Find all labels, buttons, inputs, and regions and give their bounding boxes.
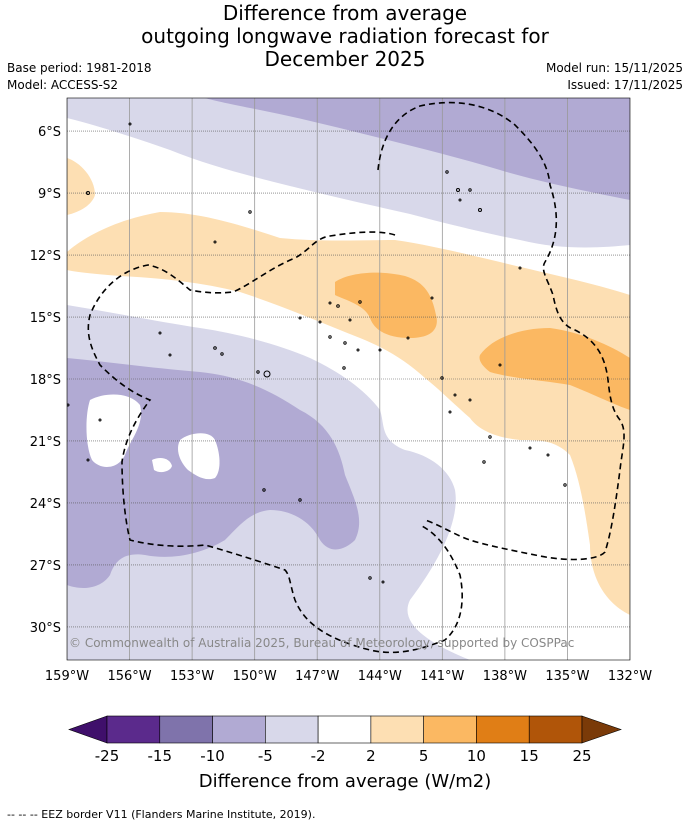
colorbar-tick-label: 5	[419, 747, 429, 765]
lon-tick-label: 135°W	[545, 669, 589, 684]
region-pos-mid-2	[479, 328, 630, 410]
base-period: Base period: 1981-2018	[7, 61, 152, 75]
colorbar-tick-label: 10	[467, 747, 486, 765]
region-neg-mid-north	[205, 98, 630, 200]
colorbar-tick-label: -5	[258, 747, 273, 765]
colorbar-tick-label: -15	[148, 747, 173, 765]
region-neutral-hole-3	[152, 458, 172, 473]
meta-right: Model run: 15/11/2025 Issued: 17/11/2025	[546, 60, 683, 94]
colorbar-segment	[106, 715, 161, 744]
lat-tick-label: 30°S	[30, 621, 61, 636]
lat-tick-label: 9°S	[38, 187, 61, 202]
title-line-1: Difference from average	[222, 1, 468, 25]
copyright-text: © Commonwealth of Australia 2025, Bureau…	[69, 636, 574, 650]
graticule	[67, 98, 630, 660]
lon-tick-label: 159°W	[45, 669, 89, 684]
colorbar-segment	[528, 715, 583, 744]
model-run: Model run: 15/11/2025	[545, 61, 683, 75]
colorbar: -25 -15 -10 -5 -2 2 5 10 15 25	[68, 715, 622, 765]
lon-tick-label: 150°W	[233, 669, 277, 684]
lon-tick-label: 147°W	[295, 669, 339, 684]
latitude-labels: 6°S 9°S 12°S 15°S 18°S 21°S 24°S 27°S 30°S	[30, 125, 61, 636]
lon-tick-label: 141°W	[420, 669, 464, 684]
title-line-2: outgoing longwave radiation forecast for	[141, 24, 549, 48]
meta-left: Base period: 1981-2018 Model: ACCESS-S2	[7, 60, 152, 94]
colorbar-segment	[159, 715, 213, 744]
map-figure: © Commonwealth of Australia 2025, Bureau…	[30, 97, 652, 792]
colorbar-tick-label: -10	[200, 747, 225, 765]
lon-tick-label: 153°W	[170, 669, 214, 684]
model-name: Model: ACCESS-S2	[7, 78, 119, 92]
longitude-labels: 159°W 156°W 153°W 150°W 147°W 144°W 141°W 138°W…	[45, 669, 652, 684]
lon-tick-label: 132°W	[608, 669, 652, 684]
region-pos-light-main	[67, 212, 630, 615]
colorbar-tick-label: 15	[520, 747, 539, 765]
colorbar-segment	[423, 715, 477, 744]
colorbar-tick-label: -25	[95, 747, 120, 765]
region-neutral-hole-1	[86, 394, 142, 467]
map-frame	[66, 97, 631, 661]
colorbar-segment	[212, 715, 266, 744]
lat-tick-label: 18°S	[30, 373, 61, 388]
islands	[67, 122, 567, 584]
colorbar-tick-label: 25	[572, 747, 591, 765]
lat-tick-label: 21°S	[30, 435, 61, 450]
issued-date: Issued: 17/11/2025	[567, 78, 683, 92]
lon-tick-label: 144°W	[358, 669, 402, 684]
colorbar-extend-high	[581, 715, 622, 744]
colorbar-tick-label: -2	[311, 747, 326, 765]
colorbar-segment	[370, 715, 424, 744]
colorbar-segment	[317, 715, 372, 744]
eez-border-west	[87, 231, 463, 654]
lat-tick-label: 24°S	[30, 497, 61, 512]
colorbar-segment	[265, 715, 319, 744]
title-line-3: December 2025	[264, 47, 426, 71]
map-plot-area: © Commonwealth of Australia 2025, Bureau…	[67, 98, 630, 660]
footer-note: -- -- -- EEZ border V11 (Flanders Marine…	[7, 808, 316, 821]
region-pos-light-nw	[67, 158, 95, 215]
lat-tick-label: 6°S	[38, 125, 61, 140]
lat-tick-label: 15°S	[30, 311, 61, 326]
colorbar-segment	[476, 715, 530, 744]
lat-tick-label: 12°S	[30, 249, 61, 264]
lon-tick-label: 138°W	[483, 669, 527, 684]
colorbar-extend-low	[68, 715, 108, 744]
lon-tick-label: 156°W	[107, 669, 151, 684]
chart-title: Difference from average outgoing longwav…	[0, 2, 690, 71]
lat-tick-label: 27°S	[30, 559, 61, 574]
region-neutral-hole-2	[177, 433, 220, 480]
colorbar-tick-label: 2	[366, 747, 376, 765]
colorbar-label: Difference from average (W/m2)	[199, 771, 491, 792]
region-pos-mid-1	[335, 272, 437, 338]
